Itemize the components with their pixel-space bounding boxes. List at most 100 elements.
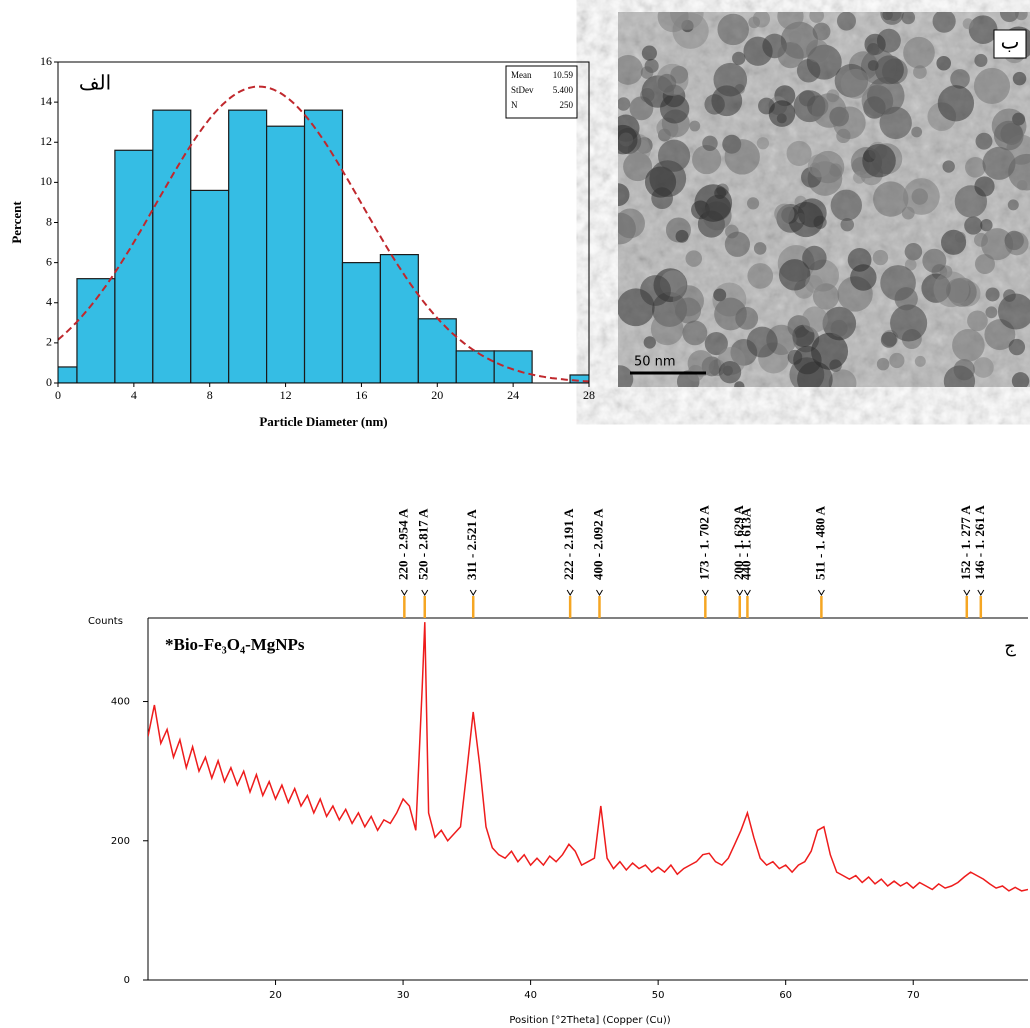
- bar: [341, 262, 381, 383]
- x-tick-label: 30: [397, 990, 410, 1001]
- reference-label: 220 - 2.954 A: [395, 508, 410, 580]
- reference-arrow: [701, 589, 709, 596]
- particle: [876, 357, 890, 371]
- particle: [704, 94, 725, 115]
- particle: [950, 69, 970, 89]
- particle: [999, 12, 1019, 23]
- bar: [266, 125, 306, 383]
- particle: [828, 369, 857, 387]
- reference-arrow: [400, 589, 408, 596]
- series: [148, 622, 1028, 892]
- particle: [954, 231, 966, 243]
- bar: [152, 109, 192, 383]
- y-tick-label: 10: [40, 174, 52, 188]
- y-axis-label: Counts: [88, 616, 123, 627]
- particle: [640, 275, 671, 306]
- particle: [980, 218, 993, 232]
- particle: [694, 184, 733, 222]
- particle: [746, 326, 778, 358]
- particle: [974, 53, 988, 67]
- bar: [493, 350, 533, 383]
- y-tick-label: 2: [46, 335, 52, 349]
- particle: [985, 287, 1000, 302]
- particle: [830, 189, 863, 221]
- bar: [417, 318, 457, 383]
- particle: [880, 12, 904, 25]
- y-tick-label: 12: [40, 134, 52, 148]
- particle: [811, 93, 847, 128]
- particle: [704, 331, 728, 356]
- y-tick-label: 400: [111, 697, 130, 708]
- particle: [890, 304, 928, 342]
- particle: [836, 12, 857, 31]
- bar: [303, 109, 344, 383]
- x-tick-label: 16: [355, 388, 367, 402]
- particle: [1003, 289, 1016, 302]
- particle: [911, 126, 923, 138]
- reference-label: 511 - 1. 480 A: [812, 505, 827, 580]
- particle: [862, 143, 896, 178]
- particle: [840, 68, 871, 99]
- bar: [228, 109, 268, 383]
- particle: [953, 359, 975, 381]
- particle: [618, 212, 636, 245]
- stats-label: StDev: [511, 85, 534, 95]
- particle: [904, 258, 917, 271]
- particle: [656, 63, 689, 96]
- particle: [962, 18, 974, 30]
- particle: [904, 242, 923, 261]
- particle: [802, 245, 827, 271]
- particle: [734, 381, 745, 387]
- particle: [692, 144, 722, 175]
- particle: [724, 231, 751, 257]
- particle: [640, 66, 654, 79]
- reference-label: 173 - 1. 702 A: [696, 505, 711, 580]
- reference-label: 200 - 1. 629 A: [731, 505, 746, 580]
- particle: [997, 293, 1030, 330]
- x-axis-label: Particle Diameter (nm): [259, 414, 387, 429]
- particle: [714, 297, 747, 331]
- particle: [1007, 199, 1019, 211]
- bar: [190, 189, 230, 383]
- panel-label: ج: [1004, 636, 1016, 657]
- particle: [965, 156, 986, 178]
- particle: [807, 154, 831, 178]
- particle: [952, 329, 985, 362]
- particle: [768, 100, 796, 127]
- reference-arrow: [566, 589, 574, 596]
- bar: [379, 254, 419, 383]
- y-tick-label: 8: [46, 214, 52, 228]
- particle: [618, 55, 643, 85]
- particle: [753, 242, 767, 255]
- particle: [840, 217, 854, 232]
- particle: [889, 352, 905, 369]
- x-tick-label: 24: [507, 388, 519, 402]
- x-tick-label: 20: [269, 990, 282, 1001]
- particle: [903, 178, 940, 215]
- x-tick-label: 70: [907, 990, 920, 1001]
- reference-arrow: [977, 589, 985, 596]
- particle: [747, 263, 774, 289]
- panel-label: ب: [1001, 32, 1020, 54]
- particle: [879, 106, 912, 140]
- particle: [672, 285, 704, 317]
- particle: [687, 350, 715, 377]
- particle: [933, 271, 970, 308]
- reference-arrow: [469, 589, 477, 596]
- stats-value: 5.400: [553, 85, 574, 95]
- stats-label: N: [511, 100, 518, 110]
- particle: [689, 120, 701, 132]
- particle: [659, 94, 690, 124]
- particle: [788, 30, 802, 44]
- particle: [718, 361, 742, 384]
- y-tick-label: 6: [46, 254, 52, 268]
- bars: [58, 85, 589, 383]
- x-tick-label: 0: [55, 388, 61, 402]
- particle: [967, 310, 988, 332]
- y-tick-label: 0: [46, 375, 52, 389]
- particle: [717, 13, 749, 46]
- particle: [682, 320, 708, 346]
- y-tick-label: 14: [40, 94, 52, 108]
- reference-label: 520 - 2.817 A: [416, 508, 431, 580]
